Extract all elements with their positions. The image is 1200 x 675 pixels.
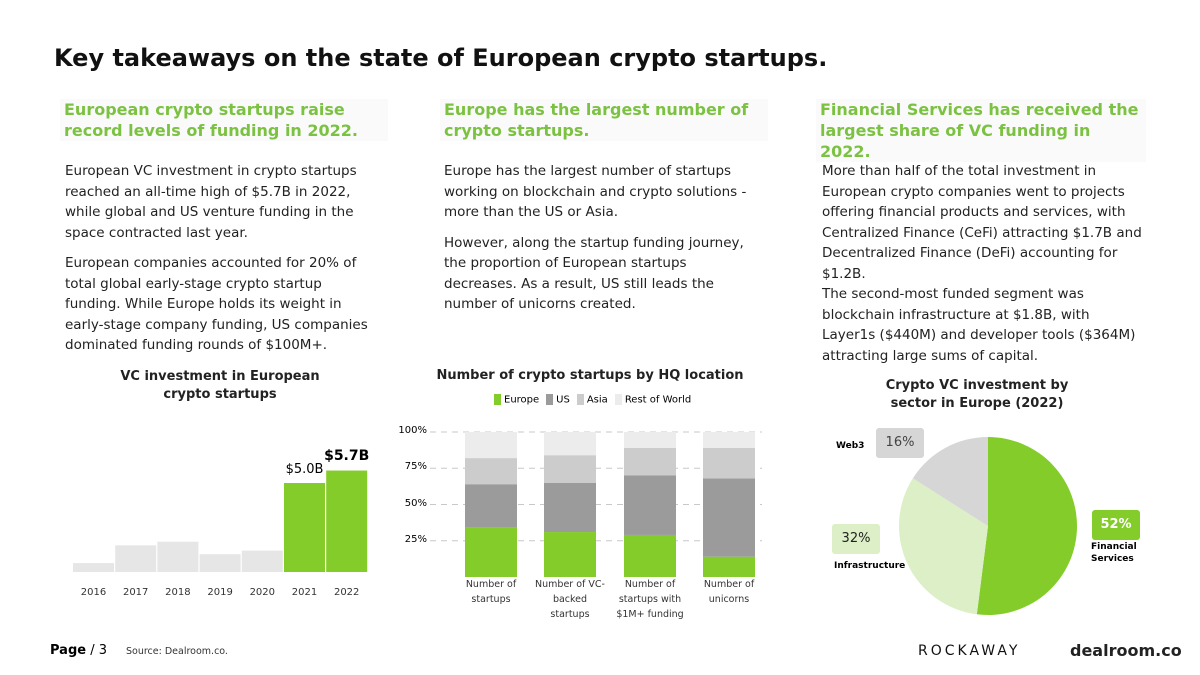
- x-tick-label: 2017: [122, 587, 149, 598]
- y-tick-label: 75%: [404, 461, 427, 473]
- pie-slice: [899, 478, 988, 615]
- legend-label: Rest of World: [624, 394, 692, 406]
- title: Key takeaways on the state of European c…: [54, 44, 828, 72]
- page-label: Page: [50, 643, 87, 658]
- logo: ROCKAWAY: [918, 643, 1021, 659]
- chart-title: Number of crypto startups by HQ location: [436, 368, 744, 383]
- paragraph: However, along the startup funding journ…: [444, 234, 744, 313]
- data-label: 52%: [1092, 510, 1140, 540]
- bar-segment: [544, 432, 596, 456]
- text: More than half of the total investment i…: [822, 161, 1142, 366]
- legend-label: Asia: [586, 394, 608, 406]
- bar: [73, 563, 114, 572]
- heading: Financial Services has received the larg…: [816, 99, 1146, 162]
- source: Source: Dealroom.co.: [126, 646, 228, 657]
- bar-segment: [624, 475, 676, 535]
- pie-slice: [912, 437, 988, 526]
- bar-segment: [544, 482, 596, 533]
- y-tick-label: 50%: [404, 497, 427, 509]
- category-label: Infrastructure: [834, 561, 906, 571]
- bar: [284, 483, 325, 572]
- x-tick-label: Number of startups with $1M+ funding: [616, 579, 684, 620]
- chart-title: VC investment in European crypto startup…: [120, 369, 320, 402]
- chart-title: Crypto VC investment by sector in Europe…: [885, 378, 1069, 411]
- logo: dealroom.co: [1070, 641, 1182, 660]
- paragraph: European companies accounted for 20% of …: [65, 255, 368, 353]
- bar: [157, 541, 199, 572]
- x-tick-label: Number of VC-backed startups: [535, 579, 605, 620]
- data-label: $5.0B: [285, 462, 324, 477]
- legend-swatch: [614, 394, 622, 405]
- pie-slice: [976, 437, 1077, 615]
- x-tick-label: 2016: [80, 587, 107, 598]
- legend-swatch: [576, 394, 584, 405]
- category-label: Web3: [836, 441, 865, 451]
- paragraph: European VC investment in crypto startup…: [65, 163, 357, 241]
- bar: [199, 554, 241, 572]
- bar-segment: [544, 532, 596, 577]
- bar-segment: [624, 432, 676, 448]
- text: European VC investment in crypto startup…: [65, 161, 380, 366]
- legend-swatch: [546, 394, 554, 405]
- paragraph: Europe has the largest number of startup…: [444, 163, 747, 220]
- bar: [326, 470, 368, 572]
- data-label: $5.7B: [324, 447, 370, 464]
- x-tick-label: 2018: [165, 587, 191, 598]
- bar-segment: [703, 556, 755, 577]
- bar-segment: [624, 447, 676, 476]
- bar: [115, 545, 157, 572]
- bar-segment: [465, 458, 517, 485]
- bar-segment: [544, 455, 596, 483]
- data-label: 16%: [876, 428, 924, 458]
- x-tick-label: 2022: [333, 587, 360, 598]
- page-number: / 3: [90, 643, 108, 658]
- text: Europe has the largest number of startup…: [444, 161, 759, 325]
- page: Page / 3: [50, 643, 107, 658]
- bar-segment: [624, 534, 676, 577]
- bar: [241, 550, 283, 572]
- x-tick-label: Number of unicorns: [703, 579, 755, 605]
- paragraph: The second-most funded segment was block…: [822, 286, 1136, 364]
- paragraph: More than half of the total investment i…: [822, 163, 1142, 282]
- bar-segment: [465, 432, 517, 459]
- x-tick-label: 2019: [207, 587, 233, 598]
- bar-segment: [465, 484, 517, 528]
- legend-label: US: [556, 394, 570, 406]
- x-tick-label: Number of startups: [465, 579, 517, 605]
- y-tick-label: 100%: [398, 425, 427, 436]
- x-tick-label: 2021: [291, 587, 318, 598]
- category-label: Financial Services: [1091, 542, 1137, 564]
- bar-segment: [703, 432, 755, 448]
- x-tick-label: 2020: [249, 587, 276, 598]
- bar-segment: [703, 447, 755, 479]
- bar-segment: [703, 478, 755, 557]
- data-label: 32%: [832, 524, 880, 554]
- heading: European crypto startups raise record le…: [60, 99, 388, 141]
- bar-segment: [465, 527, 517, 577]
- y-tick-label: 25%: [404, 533, 427, 545]
- legend-swatch: [494, 394, 501, 405]
- heading: Europe has the largest number of crypto …: [440, 99, 768, 141]
- legend: Europe US Asia Rest of World: [494, 394, 691, 406]
- legend-label: Europe: [504, 394, 540, 406]
